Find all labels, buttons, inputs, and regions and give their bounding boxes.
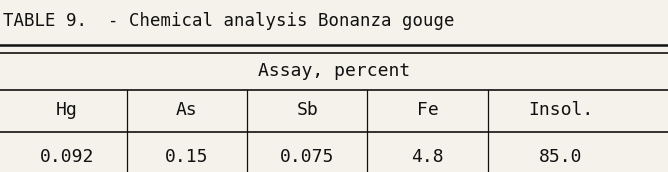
Text: Assay, percent: Assay, percent xyxy=(258,62,410,80)
Text: 0.15: 0.15 xyxy=(165,148,209,165)
Text: Hg: Hg xyxy=(56,101,77,119)
Text: TABLE 9.  - Chemical analysis Bonanza gouge: TABLE 9. - Chemical analysis Bonanza gou… xyxy=(3,12,455,30)
Text: As: As xyxy=(176,101,198,119)
Text: 0.092: 0.092 xyxy=(39,148,94,165)
Text: 4.8: 4.8 xyxy=(411,148,444,165)
Text: Insol.: Insol. xyxy=(528,101,594,119)
Text: 85.0: 85.0 xyxy=(539,148,583,165)
Text: Sb: Sb xyxy=(297,101,318,119)
Text: Fe: Fe xyxy=(417,101,438,119)
Text: 0.075: 0.075 xyxy=(280,148,335,165)
